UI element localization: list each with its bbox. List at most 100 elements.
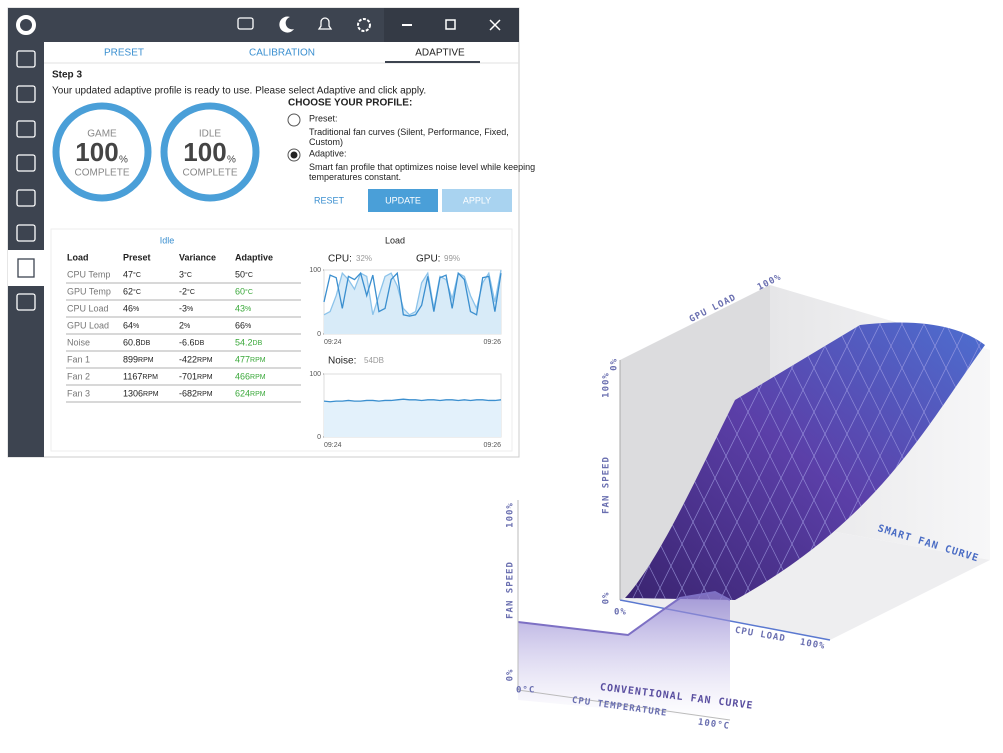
nav-icon[interactable] [16, 154, 36, 172]
button-label[interactable]: APPLY [463, 195, 491, 205]
nav-icon[interactable] [16, 189, 36, 207]
cell-unit: RPM [197, 357, 213, 364]
x-tick-label: 09:26 [483, 339, 501, 346]
table-header: Adaptive [235, 252, 273, 262]
cell-unit: RPM [143, 391, 159, 398]
row-label: GPU Temp [67, 286, 111, 296]
cell-unit: °C [133, 271, 141, 279]
cell-unit: RPM [250, 357, 266, 364]
cell-value: 47°C [123, 269, 141, 279]
table-header: Preset [123, 252, 151, 262]
mesh-line [757, 322, 959, 600]
label: 0% [506, 669, 516, 682]
x-tick-label: 09:24 [324, 442, 342, 449]
tab[interactable]: PRESET [104, 48, 144, 59]
cell-value: -3% [179, 303, 193, 313]
mesh-line [889, 322, 985, 600]
nav-icon[interactable] [16, 50, 36, 68]
button-label[interactable]: RESET [314, 195, 345, 205]
cell-value: 64% [123, 320, 139, 330]
smart-surface [625, 322, 985, 600]
y-tick-label: 0 [317, 331, 321, 338]
cell-unit: °C [245, 288, 253, 296]
cell-unit: °C [133, 288, 141, 296]
chart-value: 32% [356, 254, 372, 263]
edge [517, 689, 731, 721]
gear-icon[interactable] [357, 18, 371, 32]
moon-icon[interactable] [279, 16, 294, 33]
ring-label: GAME [87, 129, 117, 140]
row-label: Noise [67, 337, 90, 347]
cell-unit: °C [245, 271, 253, 279]
x-tick-label: 09:26 [483, 442, 501, 449]
row-label: Fan 2 [67, 371, 90, 381]
conventional-line [517, 590, 731, 637]
option-name: Preset: [309, 113, 338, 123]
tab[interactable]: ADAPTIVE [415, 48, 465, 59]
mesh-line [911, 322, 985, 600]
cell-unit: °C [184, 271, 192, 279]
label: FAN SPEED [602, 456, 612, 514]
label: 100% [799, 638, 826, 652]
cell-unit: % [133, 306, 139, 313]
stats-panel [50, 228, 513, 452]
progress-ring [160, 102, 260, 202]
active-nav [8, 250, 44, 286]
cell-value: 466RPM [235, 371, 266, 381]
chart-label: CPU: [328, 254, 352, 265]
cell-value: -6.6DB [179, 337, 205, 347]
nav-icon[interactable] [16, 120, 36, 138]
cell-unit: % [133, 323, 139, 330]
y-tick-label: 100 [309, 371, 321, 378]
radio[interactable] [287, 113, 301, 127]
cell-value: 2% [179, 320, 190, 330]
button[interactable] [442, 189, 512, 212]
close[interactable] [489, 19, 501, 31]
cell-value: 54.2DB [235, 337, 263, 347]
progress-ring [52, 102, 152, 202]
section-heading: Idle [160, 235, 175, 245]
cell-unit: RPM [250, 391, 266, 398]
row-label: CPU Load [67, 303, 109, 313]
nav-icon[interactable] [17, 258, 35, 278]
table-header: Variance [179, 252, 216, 262]
cell-value: 60.8DB [123, 337, 151, 347]
message: Your updated adaptive profile is ready t… [52, 86, 426, 97]
app-window: PRESET CALIBRATION ADAPTIVE Step 3 Your upda… [7, 7, 535, 458]
chart-value: 54DB [364, 356, 384, 365]
nav-icon[interactable] [16, 293, 36, 311]
cell-value: -422RPM [179, 354, 213, 364]
button-label[interactable]: UPDATE [385, 195, 421, 205]
cell-value: 3°C [179, 269, 192, 279]
label: FAN SPEED [506, 561, 516, 619]
label: 0°C [516, 686, 535, 696]
label: 0% [602, 592, 612, 605]
ring-unit: % [227, 155, 236, 166]
cell-value: -682RPM [179, 388, 213, 398]
label: 100% [506, 502, 516, 528]
cell-unit: % [184, 323, 190, 330]
button[interactable] [368, 189, 438, 212]
maximize[interactable] [445, 19, 456, 30]
bell-icon[interactable] [317, 17, 333, 30]
nav-icon[interactable] [16, 85, 36, 103]
option-description: Traditional fan curves (Silent, Performa… [309, 127, 509, 147]
nav-icon[interactable] [16, 224, 36, 242]
label: 0% [614, 608, 627, 618]
cell-unit: DB [141, 340, 151, 347]
ring-value: 100 [75, 137, 118, 167]
row-label: Fan 3 [67, 388, 90, 398]
ring-unit: % [119, 155, 128, 166]
cell-unit: % [187, 306, 193, 313]
cell-unit: DB [195, 340, 205, 347]
chart-label: GPU: [416, 254, 440, 265]
radio-dot [290, 151, 298, 159]
cell-value: 46% [123, 303, 139, 313]
cell-value: -2°C [179, 286, 195, 296]
camera-icon[interactable] [237, 17, 254, 30]
tab[interactable]: CALIBRATION [249, 48, 315, 59]
logo [16, 15, 36, 35]
cell-unit: RPM [142, 374, 158, 381]
line [323, 269, 502, 316]
